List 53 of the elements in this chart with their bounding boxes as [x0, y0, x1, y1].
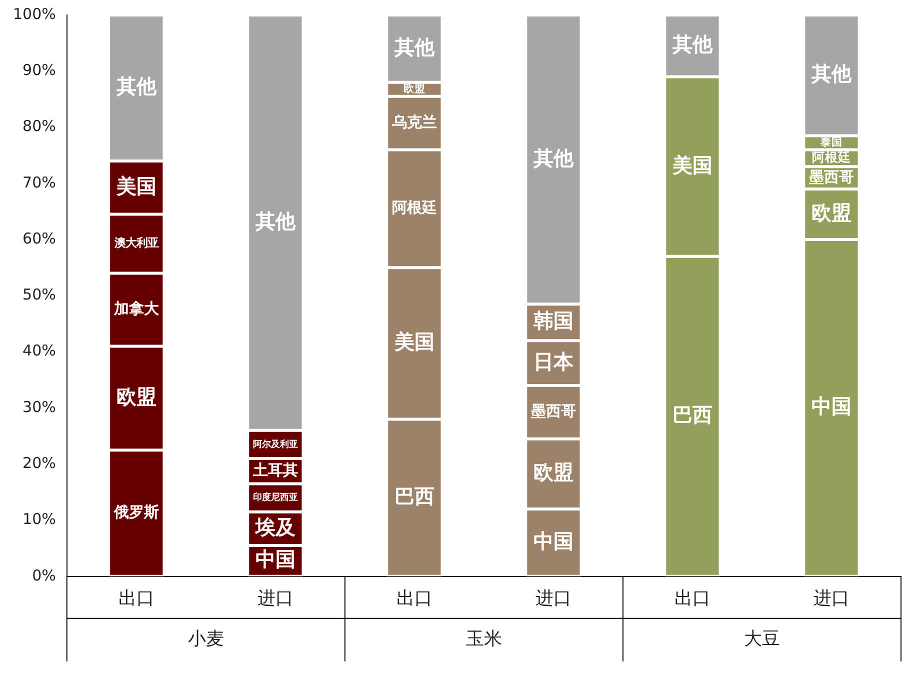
y-tick-label: 70%	[22, 173, 56, 192]
text: 玉米	[466, 628, 502, 650]
data-label: 欧盟	[811, 200, 852, 224]
data-label: 欧盟	[533, 460, 574, 484]
data-label: 巴西	[672, 402, 712, 427]
data-label: 阿根廷	[392, 198, 437, 217]
y-tick-label: 90%	[22, 61, 56, 80]
data-label: 澳大利亚	[113, 236, 158, 250]
data-label: 美国	[115, 174, 156, 198]
data-label: 中国	[533, 528, 574, 553]
data-label: 欧盟	[403, 82, 426, 96]
x-tick-label: 进口	[535, 588, 572, 609]
data-label: 美国	[671, 152, 712, 177]
data-label: 其他	[393, 34, 436, 59]
data-label: 阿根廷	[812, 149, 851, 164]
data-label: 墨西哥	[808, 168, 854, 186]
data-label: 其他	[115, 74, 158, 98]
data-label: 中国	[811, 394, 852, 418]
data-label: 美国	[393, 330, 434, 354]
data-label: 乌克兰	[390, 113, 437, 132]
data-label: 其他	[671, 32, 714, 56]
data-label: 俄罗斯	[112, 503, 159, 522]
data-label: 其他	[254, 208, 296, 233]
x-tick-label: 进口	[813, 588, 850, 609]
y-tick-label: 80%	[22, 117, 56, 136]
data-label: 中国	[255, 547, 296, 572]
x-tick-label: 出口	[396, 588, 432, 609]
data-label: 加拿大	[112, 300, 160, 318]
data-label: 巴西	[394, 484, 434, 508]
y-tick-label: 10%	[22, 510, 56, 528]
y-tick-label: 50%	[22, 286, 56, 304]
y-tick-label: 100%	[12, 4, 56, 23]
data-label: 其他	[810, 62, 852, 86]
data-label: 阿尔及利亚	[252, 438, 298, 450]
data-label: 土耳其	[252, 461, 298, 480]
data-label: 其他	[532, 146, 574, 170]
y-tick-label: 60%	[22, 229, 56, 248]
y-tick-label: 20%	[22, 454, 56, 472]
y-tick-label: 0%	[32, 566, 56, 584]
y-tick-label: 40%	[22, 342, 56, 360]
y-tick-label: 30%	[22, 398, 56, 416]
x-tick-label: 出口	[118, 588, 154, 609]
text: 大豆	[744, 628, 780, 650]
text: 小麦	[188, 628, 224, 650]
data-label: 埃及	[254, 514, 296, 539]
data-label: 泰国	[819, 136, 842, 148]
data-label: 欧盟	[116, 384, 156, 408]
data-label: 墨西哥	[530, 402, 576, 420]
data-label: 韩国	[532, 308, 574, 333]
data-label: 日本	[533, 349, 574, 374]
x-tick-label: 出口	[674, 588, 710, 609]
x-tick-label: 进口	[257, 588, 294, 609]
data-label: 印度尼西亚	[252, 492, 298, 504]
